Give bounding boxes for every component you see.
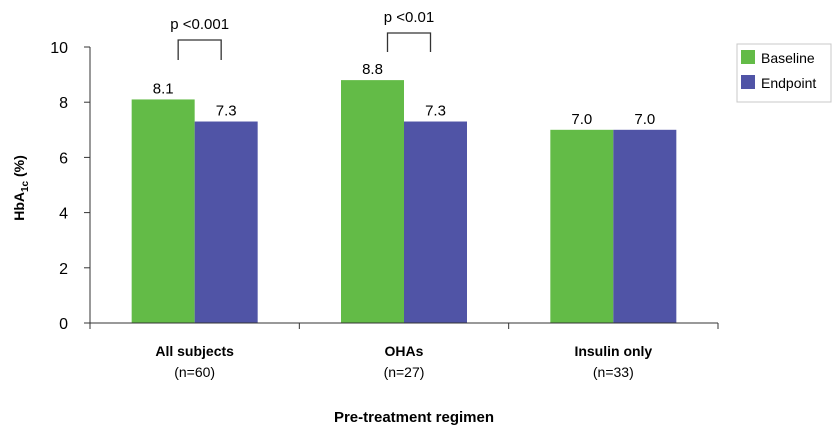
legend-label: Endpoint — [761, 75, 816, 91]
legend-label: Baseline — [761, 50, 815, 66]
bar — [341, 80, 404, 324]
legend-swatch — [741, 75, 755, 89]
x-tick-label: Insulin only — [574, 343, 652, 359]
data-label: 8.1 — [153, 80, 174, 97]
data-label: 7.3 — [425, 103, 446, 120]
x-tick-sublabel: (n=33) — [593, 364, 634, 380]
y-tick-label: 6 — [59, 150, 68, 167]
x-axis-label: Pre-treatment regimen — [334, 409, 494, 426]
significance-label: p <0.001 — [170, 16, 229, 33]
data-labels: 8.1 8.8 7.0 7.3 7.3 7.0 — [153, 61, 656, 128]
bar — [131, 99, 195, 323]
y-tick-label: 10 — [50, 40, 68, 57]
x-tick-sublabel: (n=27) — [384, 364, 425, 380]
y-axis-label-main: HbA — [11, 192, 27, 221]
data-label: 7.0 — [571, 111, 592, 128]
significance-bracket — [386, 32, 432, 52]
bars — [131, 80, 677, 324]
data-label: 7.3 — [216, 103, 237, 120]
y-tick-label: 2 — [59, 261, 68, 278]
x-tick-sublabel: (n=60) — [174, 364, 215, 380]
x-tick-label: All subjects — [155, 343, 234, 359]
legend: Baseline Endpoint — [736, 43, 832, 103]
bar — [404, 121, 467, 324]
y-tick-label: 8 — [59, 95, 68, 112]
axes: 0 2 4 6 8 10 All subjects (n=60) OHAs (n=27) Insul… — [50, 40, 719, 380]
y-tick-label: 4 — [59, 206, 68, 223]
x-tick-label: OHAs — [385, 343, 424, 359]
y-axis-label: HbA1c (%) — [11, 155, 31, 221]
significance-bracket — [177, 39, 222, 60]
y-tick-label: 0 — [59, 316, 68, 333]
data-label: 7.0 — [634, 111, 655, 128]
significance-annotations: p <0.001 p <0.01 — [170, 9, 434, 60]
bar — [550, 129, 614, 323]
y-axis-label-suffix: (%) — [11, 155, 27, 181]
data-label: 8.8 — [362, 61, 383, 78]
significance-label: p <0.01 — [384, 9, 434, 26]
legend-swatch — [741, 50, 755, 64]
bar — [194, 121, 258, 324]
y-axis-label-subscript: 1c — [20, 180, 31, 192]
bar — [613, 129, 677, 323]
